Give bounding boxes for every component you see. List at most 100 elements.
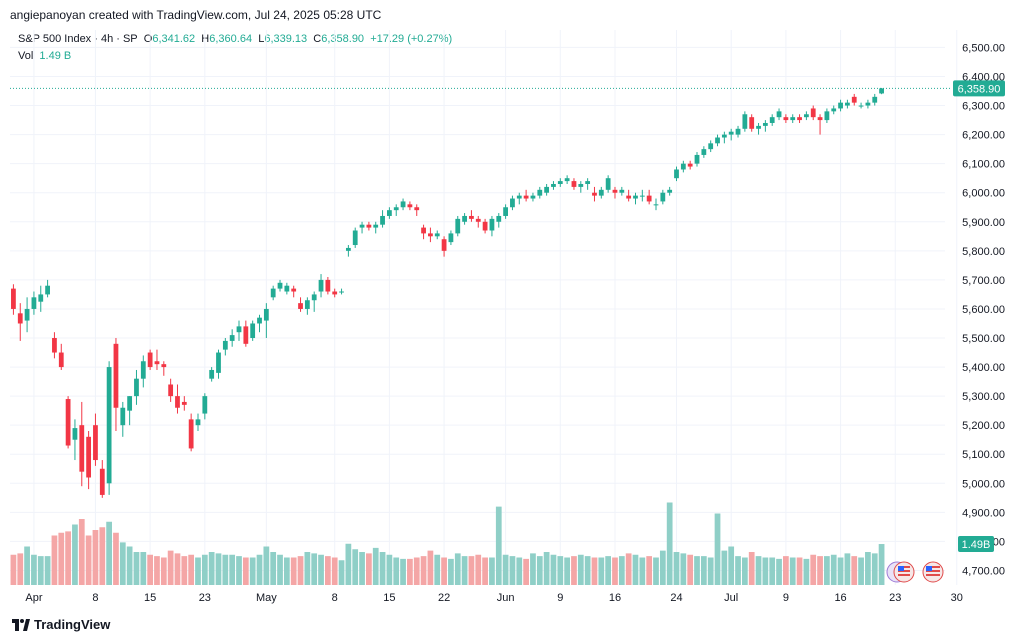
volume-bar <box>393 557 400 585</box>
volume-bar <box>783 556 789 585</box>
candle-body <box>592 192 597 196</box>
volume-bar <box>17 553 24 585</box>
candle-body <box>345 247 351 251</box>
volume-bar <box>714 513 721 585</box>
candle-body <box>400 201 406 208</box>
volume-bar <box>249 557 256 585</box>
candle-body <box>516 195 522 199</box>
x-tick-label: Jun <box>497 592 515 604</box>
volume-bar <box>318 554 324 585</box>
volume-bar <box>666 502 673 585</box>
last-volume-label: 1.49B <box>962 539 991 551</box>
volume-bar <box>523 558 529 585</box>
volume-bar <box>366 553 372 585</box>
volume-bar <box>878 544 885 585</box>
y-tick-label: 6,500.00 <box>962 42 1005 54</box>
volume-bar <box>181 556 188 585</box>
candlestick-chart[interactable]: 6,500.006,400.006,300.006,200.006,100.00… <box>0 0 1024 610</box>
volume-bar <box>195 557 201 585</box>
high-value: 6,360.64 <box>209 33 253 45</box>
volume-bar <box>106 521 112 585</box>
y-tick-label: 5,400.00 <box>962 362 1005 374</box>
candle-body <box>626 195 632 199</box>
candle-body <box>24 308 30 321</box>
volume-bar <box>680 553 687 585</box>
us-flag-icon[interactable] <box>922 561 944 583</box>
candle-body <box>810 108 816 118</box>
candle-body <box>140 361 146 379</box>
volume-bar <box>242 557 249 585</box>
volume-bar <box>632 554 639 585</box>
y-tick-label: 5,000.00 <box>962 478 1005 490</box>
footer-brand[interactable]: TradingView <box>12 617 110 632</box>
x-tick-label: 9 <box>783 592 789 604</box>
volume-bar <box>44 556 51 585</box>
volume-bar <box>297 556 304 585</box>
volume-bar <box>830 554 837 585</box>
x-tick-label: 24 <box>670 592 682 604</box>
volume-bar <box>154 556 160 585</box>
volume-bar <box>229 554 236 585</box>
candle-body <box>270 288 276 298</box>
volume-bar <box>728 546 735 585</box>
candle-body <box>38 294 44 302</box>
candle-body <box>585 181 591 185</box>
volume-bar <box>434 554 441 585</box>
volume-bar <box>208 552 215 585</box>
y-tick-label: 6,200.00 <box>962 130 1005 142</box>
volume-layer <box>10 502 885 585</box>
candle-body <box>99 468 105 495</box>
volume-bar <box>530 553 536 585</box>
candle-body <box>462 215 467 222</box>
volume-bar <box>400 558 406 585</box>
candle-body <box>564 178 570 182</box>
candle-body <box>838 102 843 109</box>
volume-bar <box>140 552 147 585</box>
volume-bar <box>509 556 516 585</box>
candle-body <box>824 111 830 121</box>
candle-body <box>598 189 604 196</box>
volume-bar <box>331 557 338 585</box>
volume-bar <box>673 552 680 585</box>
candle-body <box>161 364 167 368</box>
candle-body <box>434 233 440 237</box>
volume-bar <box>119 542 126 585</box>
volume-legend[interactable]: Vol 1.49 B <box>18 50 71 62</box>
x-tick-label: 23 <box>199 592 211 604</box>
candle-body <box>318 279 324 292</box>
candle-body <box>489 218 495 231</box>
volume-bar <box>420 556 427 585</box>
volume-bar <box>687 554 694 585</box>
volume-bar <box>748 552 755 585</box>
volume-bar <box>495 506 502 585</box>
candle-body <box>571 181 577 187</box>
volume-label: Vol <box>18 50 34 62</box>
volume-bar <box>817 556 823 585</box>
volume-bar <box>468 556 475 585</box>
volume-bar <box>824 556 830 585</box>
y-tick-label: 4,900.00 <box>962 507 1005 519</box>
candle-body <box>113 343 119 408</box>
volume-bar <box>591 557 598 585</box>
volume-bar <box>762 557 769 585</box>
candle-body <box>147 352 153 368</box>
volume-bar <box>290 557 297 585</box>
candle-body <box>756 125 761 129</box>
candle-body <box>387 210 392 216</box>
volume-bar <box>516 557 523 585</box>
candle-body <box>523 195 529 199</box>
volume-bar <box>215 553 222 585</box>
candle-body <box>65 399 71 446</box>
events-flag-icon[interactable] <box>886 561 915 583</box>
volume-bar <box>201 554 208 585</box>
y-tick-label: 5,200.00 <box>962 420 1005 432</box>
volume-bar <box>735 556 741 585</box>
candle-body <box>865 102 871 106</box>
candle-body <box>694 154 700 164</box>
symbol-label: S&P 500 Index · 4h · SP <box>18 33 138 45</box>
volume-bar <box>707 557 714 585</box>
candle-body <box>831 108 837 112</box>
low-label: L <box>258 33 265 45</box>
y-tick-label: 5,700.00 <box>962 275 1005 287</box>
volume-bar <box>776 558 782 585</box>
